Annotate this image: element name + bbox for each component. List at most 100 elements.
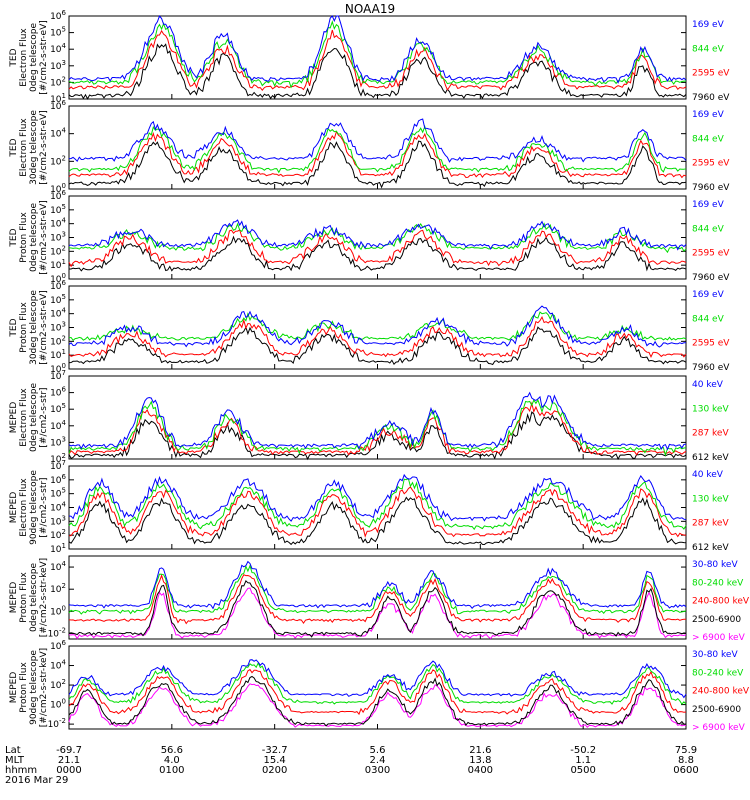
y-tick-label: 104 — [50, 307, 66, 320]
legend-entry: 612 keV — [692, 453, 729, 463]
series-line-2595-ev — [68, 130, 687, 179]
series-line-844-ev — [68, 222, 687, 254]
series-line-130-kev — [68, 477, 687, 531]
y-axis-label-line: [#/cm2-s-str] — [39, 387, 49, 447]
y-tick-label: 100 — [50, 604, 66, 617]
y-axis-label-line: MEPED — [9, 672, 19, 704]
series-line-130-kev — [68, 398, 687, 457]
y-tick-label: 102 — [50, 154, 66, 167]
y-axis-label-line: 0deg telescope — [29, 563, 39, 633]
legend-entry: 7960 eV — [692, 93, 730, 103]
y-axis-label-line: [#/cm2-s-str-eV] — [39, 290, 49, 365]
legend-entry: 7960 eV — [692, 183, 730, 193]
legend-entry: 169 eV — [692, 200, 725, 210]
x-tick-label-mlt: 4.0 — [164, 755, 180, 766]
series-line-7960-ev — [68, 140, 687, 189]
legend-entry: 844 eV — [692, 134, 725, 144]
panel-frame — [68, 105, 687, 190]
y-tick-label: 102 — [50, 75, 66, 88]
legend-entry: 169 eV — [692, 20, 725, 30]
series-line-169-ev — [68, 305, 686, 348]
y-axis-label-line: [#/cm2-s-str] — [39, 477, 49, 537]
y-tick-label: 102 — [50, 582, 66, 595]
y-tick-label: 104 — [50, 419, 66, 432]
x-tick-label-lat: 21.6 — [469, 745, 491, 756]
y-axis-label-line: 0deg telescope — [29, 23, 39, 93]
x-tick-label-time: 0400 — [468, 765, 493, 776]
y-tick-label: 106 — [50, 386, 66, 399]
y-tick-label: 106 — [50, 639, 66, 652]
series-line--6900-kev — [68, 587, 687, 640]
y-tick-label: 106 — [50, 9, 66, 22]
legend-entry: 80-240 keV — [692, 578, 744, 588]
y-tick-label: 10-2 — [48, 626, 66, 639]
x-tick-label-time: 0600 — [673, 765, 698, 776]
y-axis-label: MEPEDElectron Flux0deg telescope[#/cm2-s… — [9, 383, 49, 453]
y-tick-label: 103 — [50, 514, 66, 527]
y-axis-label-line: Proton Flux — [19, 572, 29, 623]
series-line-169-ev — [68, 15, 687, 84]
y-axis-label-line: Electron Flux — [19, 28, 29, 87]
y-axis-label-line: [#/cm2-s-str-eV] — [39, 200, 49, 275]
legend-entry: 7960 eV — [692, 363, 730, 373]
series-line-844-ev — [68, 311, 687, 342]
legend-entry: 40 keV — [692, 380, 724, 390]
legend-entry: 2595 eV — [692, 159, 730, 169]
series-line-7960-ev — [69, 235, 687, 272]
legend-entry: 844 eV — [692, 224, 725, 234]
y-tick-label: 105 — [50, 26, 66, 39]
y-axis-label-line: MEPED — [9, 402, 19, 434]
y-tick-label: 102 — [50, 334, 66, 347]
legend-entry: 2500-6900 — [692, 615, 741, 625]
panel-frame — [68, 285, 687, 370]
series-line-287-kev — [68, 486, 687, 538]
x-row-label-mlt: MLT — [5, 755, 25, 766]
legend-entry: 40 keV — [692, 470, 724, 480]
date-label: 2016 Mar 29 — [5, 775, 68, 786]
legend-entry: 287 keV — [692, 519, 729, 529]
legend-entry: > 6900 keV — [692, 633, 746, 643]
legend-entry: 80-240 keV — [692, 668, 744, 678]
y-axis-label-line: [#/cm2-s-str-eV] — [39, 110, 49, 185]
legend-entry: 169 eV — [692, 110, 725, 120]
panel-frame — [68, 645, 687, 730]
x-tick-label-lat: 75.9 — [675, 745, 697, 756]
y-tick-label: 103 — [50, 321, 66, 334]
y-axis-label-line: 30deg telescope — [29, 110, 39, 185]
series-line-169-ev — [68, 219, 687, 251]
legend-entry: 240-800 keV — [692, 597, 750, 607]
series-line-40-kev — [68, 473, 687, 522]
series-line-240-800-kev — [68, 668, 687, 716]
x-tick-label-mlt: 15.4 — [264, 755, 286, 766]
x-tick-label-lat: 56.6 — [161, 745, 183, 756]
y-tick-label: 101 — [50, 348, 66, 361]
x-tick-label-time: 0200 — [262, 765, 287, 776]
y-tick-label: 105 — [50, 487, 66, 500]
legend-entry: 287 keV — [692, 429, 729, 439]
y-tick-label: 102 — [50, 244, 66, 257]
x-tick-label-lat: -69.7 — [56, 745, 82, 756]
y-tick-label: 104 — [50, 659, 66, 672]
y-axis-label-line: Electron Flux — [19, 478, 29, 537]
x-row-label-hhmm: hhmm — [5, 765, 37, 776]
legend-entry: 2595 eV — [692, 69, 730, 79]
legend-entry: 30-80 keV — [692, 560, 738, 570]
y-axis-label-line: TED — [9, 318, 19, 337]
x-tick-label-time: 0500 — [570, 765, 595, 776]
series-line-844-ev — [68, 20, 687, 89]
series-line-40-kev — [68, 391, 687, 451]
y-tick-label: 101 — [50, 542, 66, 555]
series-line-30-80-kev — [68, 560, 687, 610]
y-axis-label-line: Proton Flux — [19, 662, 29, 713]
y-tick-label: 103 — [50, 435, 66, 448]
x-tick-label-mlt: 1.1 — [575, 755, 591, 766]
y-axis-label-line: [#/cm2-s-str-keV] — [39, 648, 49, 727]
y-axis-label-line: TED — [9, 138, 19, 157]
series-line-2500-6900 — [68, 580, 687, 638]
x-tick-label-mlt: 2.4 — [370, 755, 386, 766]
y-axis-label: MEPEDProton Flux90deg telescope[#/cm2-s-… — [9, 648, 49, 727]
y-tick-label: 103 — [50, 59, 66, 72]
